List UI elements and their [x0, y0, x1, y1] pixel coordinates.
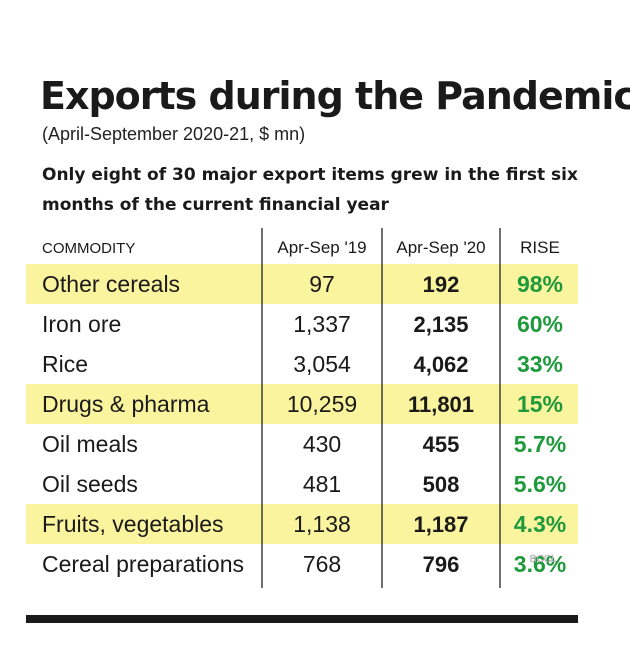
chart-subtitle: (April-September 2020-21, $ mn): [42, 124, 306, 144]
commodity-name: Oil meals: [42, 431, 138, 457]
column-header: RISE: [520, 238, 560, 257]
value-2019: 97: [309, 271, 335, 297]
value-2019: 1,138: [293, 511, 351, 537]
rise-percent: 60%: [517, 311, 563, 337]
column-header: Apr-Sep '19: [277, 238, 366, 257]
highlight-band: [26, 264, 578, 304]
rise-percent: 4.3%: [514, 511, 566, 537]
rise-percent: 5.6%: [514, 471, 566, 497]
rise-percent: 98%: [517, 271, 563, 297]
value-2019: 3,054: [293, 351, 351, 377]
commodity-name: Iron ore: [42, 311, 121, 337]
commodity-name: Rice: [42, 351, 88, 377]
highlight-band: [26, 384, 578, 424]
value-2020: 192: [423, 272, 460, 297]
value-2020: 4,062: [413, 352, 468, 377]
watermark: BCCL: [530, 554, 557, 565]
value-2020: 2,135: [413, 312, 468, 337]
value-2020: 11,801: [408, 392, 474, 417]
value-2020: 455: [423, 432, 460, 457]
value-2020: 508: [423, 472, 460, 497]
value-2019: 481: [303, 471, 341, 497]
highlight-band: [26, 504, 578, 544]
value-2019: 768: [303, 551, 341, 577]
commodity-name: Cereal preparations: [42, 551, 244, 577]
value-2019: 430: [303, 431, 341, 457]
rise-percent: 33%: [517, 351, 563, 377]
value-2019: 1,337: [293, 311, 351, 337]
commodity-name: Other cereals: [42, 271, 180, 297]
column-header: COMMODITY: [42, 240, 135, 257]
commodity-name: Fruits, vegetables: [42, 511, 224, 537]
commodity-name: Oil seeds: [42, 471, 138, 497]
rise-percent: 15%: [517, 391, 563, 417]
bottom-rule: [26, 615, 578, 623]
rise-percent: 5.7%: [514, 431, 566, 457]
value-2020: 796: [423, 552, 460, 577]
chart-title: Exports during the Pandemic: [40, 74, 630, 118]
chart-description: Only eight of 30 major export items grew…: [42, 165, 578, 215]
column-header: Apr-Sep '20: [396, 238, 485, 257]
value-2020: 1,187: [413, 512, 468, 537]
value-2019: 10,259: [287, 391, 357, 417]
rise-percent: 3.6%: [514, 551, 566, 577]
commodity-name: Drugs & pharma: [42, 391, 210, 417]
